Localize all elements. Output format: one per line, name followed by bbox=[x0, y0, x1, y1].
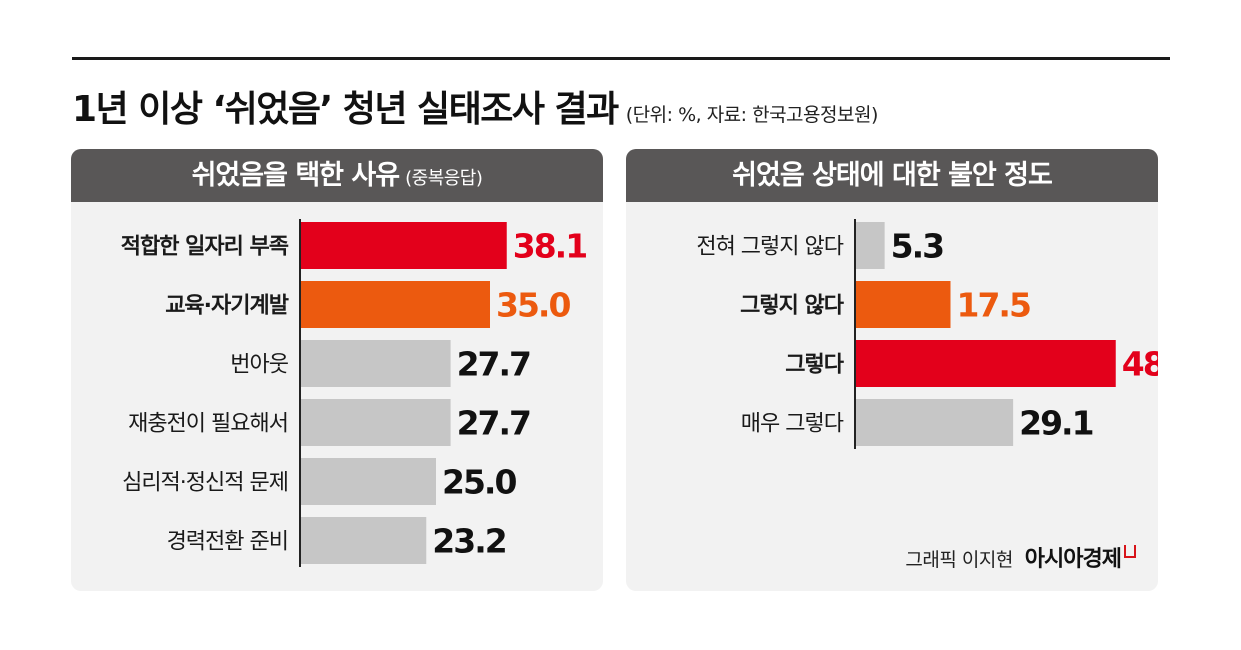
anxiety-bar bbox=[856, 281, 951, 328]
brand-mark-icon bbox=[1124, 545, 1136, 558]
reasons-category-label: 적합한 일자리 부족 bbox=[121, 234, 289, 260]
anxiety-bar bbox=[856, 222, 885, 269]
title-text: 1년 이상 ‘쉬었음’ 청년 실태조사 결과 bbox=[72, 89, 619, 130]
reasons-value-label: 38.1 bbox=[513, 227, 586, 266]
reasons-panel-header: 쉬었음을 택한 사유 (중복응답) bbox=[71, 149, 603, 202]
anxiety-value-label: 29.1 bbox=[1019, 404, 1092, 443]
anxiety-value-label: 48.1 bbox=[1122, 345, 1158, 384]
anxiety-category-label: 전혀 그렇지 않다 bbox=[696, 235, 843, 260]
page-subtitle: (단위: %, 자료: 한국고용정보원) bbox=[625, 104, 879, 126]
anxiety-category-label: 그렇다 bbox=[785, 353, 844, 378]
reasons-chart-title: 쉬었음을 택한 사유 bbox=[191, 160, 401, 191]
page-title: 1년 이상 ‘쉬었음’ 청년 실태조사 결과 (단위: %, 자료: 한국고용정보… bbox=[72, 80, 878, 132]
reasons-category-label: 경력전환 준비 bbox=[167, 530, 288, 555]
anxiety-bar bbox=[856, 399, 1014, 446]
anxiety-chart-title: 쉬었음 상태에 대한 불안 정도 bbox=[732, 160, 1053, 191]
reasons-value-label: 27.7 bbox=[457, 345, 530, 384]
reasons-value-label: 35.0 bbox=[496, 286, 570, 325]
reasons-value-label: 25.0 bbox=[442, 463, 516, 502]
anxiety-category-label: 그렇지 않다 bbox=[740, 294, 845, 319]
reasons-category-label: 번아웃 bbox=[230, 353, 288, 378]
reasons-category-label: 교육·자기계발 bbox=[165, 294, 289, 319]
reasons-bar bbox=[301, 399, 451, 446]
reasons-bar bbox=[301, 340, 451, 387]
reasons-bar bbox=[301, 517, 427, 564]
anxiety-category-label: 매우 그렇다 bbox=[741, 412, 844, 437]
anxiety-panel: 쉬었음 상태에 대한 불안 정도 전혀 그렇지 않다 5.3 그렇지 않다 17.5 그… bbox=[626, 149, 1158, 591]
reasons-value-label: 23.2 bbox=[432, 522, 505, 561]
anxiety-bar bbox=[856, 340, 1116, 387]
reasons-bar bbox=[301, 458, 436, 505]
reasons-chart-note: (중복응답) bbox=[405, 168, 483, 189]
reasons-bar-chart: 적합한 일자리 부족 38.1 교육·자기계발 35.0 번아웃 27.7 재충전이 필요해… bbox=[121, 219, 588, 567]
reasons-bar bbox=[301, 281, 490, 328]
reasons-category-label: 심리적·정신적 문제 bbox=[122, 471, 288, 496]
credit: 그래픽 이지현 아시아경제 bbox=[905, 541, 1136, 573]
anxiety-bar-chart: 전혀 그렇지 않다 5.3 그렇지 않다 17.5 그렇다 48.1 매우 그렇다 29.1 bbox=[696, 219, 1158, 449]
anxiety-value-label: 17.5 bbox=[957, 286, 1030, 325]
anxiety-value-label: 5.3 bbox=[891, 227, 943, 266]
reasons-category-label: 재충전이 필요해서 bbox=[128, 412, 288, 437]
top-rule bbox=[72, 57, 1170, 60]
anxiety-panel-header: 쉬었음 상태에 대한 불안 정도 bbox=[626, 149, 1158, 202]
reasons-panel: 쉬었음을 택한 사유 (중복응답) 적합한 일자리 부족 38.1 교육·자기계발 35… bbox=[71, 149, 603, 591]
reasons-bar bbox=[301, 222, 507, 269]
credit-author: 그래픽 이지현 bbox=[905, 549, 1013, 571]
reasons-value-label: 27.7 bbox=[457, 404, 530, 443]
brand-logo: 아시아경제 bbox=[1024, 547, 1122, 572]
